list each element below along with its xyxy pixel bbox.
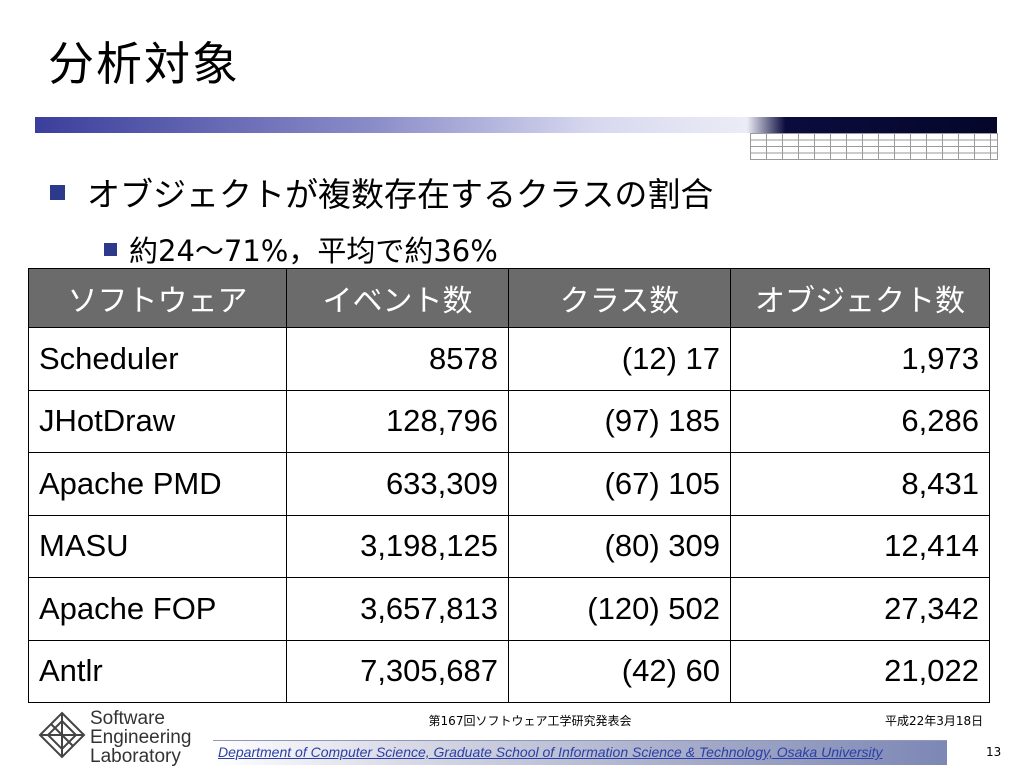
cell-objects: 12,414 <box>730 514 990 578</box>
page-number: 13 <box>986 745 1002 759</box>
cell-objects: 1,973 <box>730 327 990 391</box>
cell-events: 7,305,687 <box>286 639 509 703</box>
table-row: Antlr 7,305,687 (42) 60 21,022 <box>28 639 990 703</box>
cell-software: Apache FOP <box>28 577 287 641</box>
cell-software: Scheduler <box>28 327 287 391</box>
cell-events: 128,796 <box>286 389 509 453</box>
cell-events: 633,309 <box>286 452 509 516</box>
footer-band <box>213 740 947 765</box>
presentation-date: 平成22年3月18日 <box>885 714 984 728</box>
cell-events: 3,657,813 <box>286 577 509 641</box>
cell-events: 3,198,125 <box>286 514 509 578</box>
bullet-item-1: オブジェクトが複数存在するクラスの割合 <box>50 168 713 216</box>
lab-logo: Software Engineering Laboratory <box>36 709 206 766</box>
logo-line-3: Laboratory <box>90 746 181 767</box>
cell-objects: 21,022 <box>730 639 990 703</box>
title-decoration-grid <box>750 133 998 160</box>
table-row: MASU 3,198,125 (80) 309 12,414 <box>28 514 990 578</box>
table-header-row: ソフトウェア イベント数 クラス数 オブジェクト数 <box>28 268 990 328</box>
conference-name: 第167回ソフトウェア工学研究発表会 <box>428 714 632 728</box>
table-row: JHotDraw 128,796 (97) 185 6,286 <box>28 389 990 453</box>
cell-objects: 6,286 <box>730 389 990 453</box>
cell-classes: (120) 502 <box>508 577 731 641</box>
cell-events: 8578 <box>286 327 509 391</box>
logo-line-1: Software <box>90 708 165 729</box>
square-bullet-icon <box>104 242 117 256</box>
cell-classes: (67) 105 <box>508 452 731 516</box>
bullet-item-2: 約24～71%，平均で約36% <box>104 228 498 270</box>
cell-classes: (42) 60 <box>508 639 731 703</box>
cell-classes: (12) 17 <box>508 327 731 391</box>
header-classes: クラス数 <box>508 268 731 328</box>
logo-line-2: Engineering <box>90 727 192 748</box>
title-underline-bar <box>35 117 997 133</box>
cell-software: MASU <box>28 514 287 578</box>
table-row: Apache FOP 3,657,813 (120) 502 27,342 <box>28 577 990 641</box>
square-bullet-icon <box>50 184 65 200</box>
analysis-target-table: ソフトウェア イベント数 クラス数 オブジェクト数 Scheduler 8578… <box>28 268 990 703</box>
cell-software: Antlr <box>28 639 287 703</box>
table-row: Scheduler 8578 (12) 17 1,973 <box>28 327 990 391</box>
cell-software: Apache PMD <box>28 452 287 516</box>
slide-title: 分析対象 <box>48 37 240 91</box>
bullet-text-1: オブジェクトが複数存在するクラスの割合 <box>87 175 714 214</box>
bullet-text-2: 約24～71%，平均で約36% <box>129 234 498 268</box>
header-software: ソフトウェア <box>28 268 287 328</box>
cell-objects: 8,431 <box>730 452 990 516</box>
department-link[interactable]: Department of Computer Science, Graduate… <box>218 744 883 760</box>
lab-logo-icon <box>38 711 86 759</box>
cell-objects: 27,342 <box>730 577 990 641</box>
header-events: イベント数 <box>286 268 509 328</box>
cell-software: JHotDraw <box>28 389 287 453</box>
cell-classes: (80) 309 <box>508 514 731 578</box>
cell-classes: (97) 185 <box>508 389 731 453</box>
table-row: Apache PMD 633,309 (67) 105 8,431 <box>28 452 990 516</box>
header-objects: オブジェクト数 <box>730 268 990 328</box>
lab-logo-text: Software Engineering Laboratory <box>90 709 191 766</box>
